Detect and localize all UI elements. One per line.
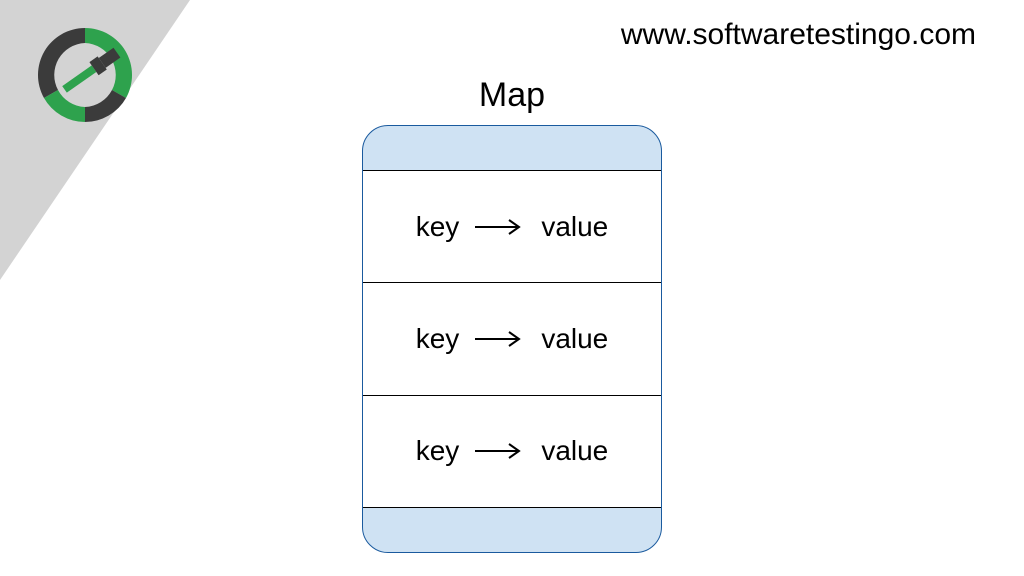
map-key-label: key	[416, 211, 460, 243]
map-value-label: value	[541, 323, 608, 355]
map-row: key value	[363, 171, 661, 283]
website-url: www.softwaretestingo.com	[621, 18, 976, 52]
softwaretestingo-logo-icon	[30, 20, 140, 130]
map-rows-wrapper: key value key value key	[363, 170, 661, 508]
map-value-label: value	[541, 211, 608, 243]
arrow-icon	[473, 217, 527, 237]
arrow-icon	[473, 329, 527, 349]
map-diagram: Map key value key value key	[362, 76, 662, 553]
diagram-title: Map	[362, 76, 662, 115]
arrow-icon	[473, 441, 527, 461]
map-row: key value	[363, 396, 661, 507]
map-key-label: key	[416, 323, 460, 355]
map-container: key value key value key	[362, 125, 662, 553]
map-row: key value	[363, 283, 661, 395]
map-value-label: value	[541, 435, 608, 467]
map-key-label: key	[416, 435, 460, 467]
